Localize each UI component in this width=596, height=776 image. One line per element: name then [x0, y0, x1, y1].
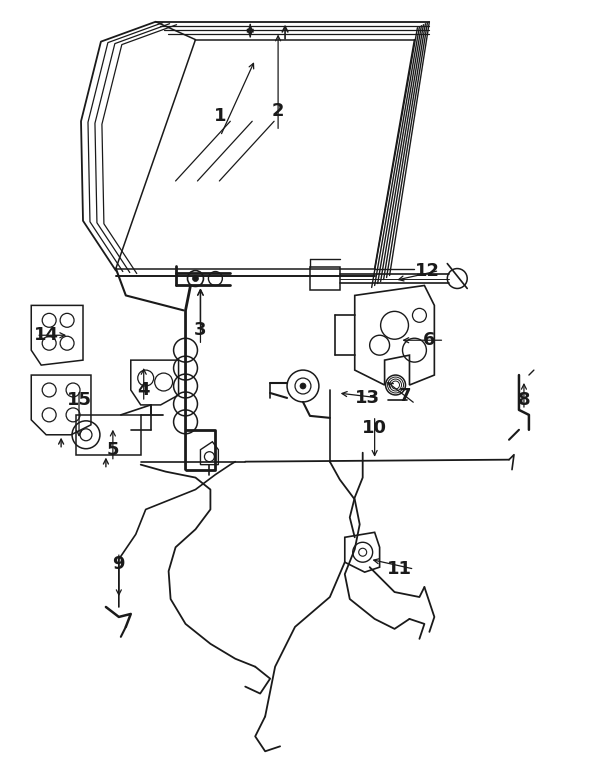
Circle shape — [193, 275, 198, 282]
Text: 15: 15 — [67, 391, 92, 409]
Circle shape — [300, 383, 306, 389]
Text: 11: 11 — [387, 560, 412, 578]
Circle shape — [80, 429, 92, 441]
Text: 5: 5 — [107, 441, 119, 459]
Text: 1: 1 — [214, 107, 226, 125]
Circle shape — [359, 549, 367, 556]
Text: 10: 10 — [362, 419, 387, 437]
Text: 2: 2 — [272, 102, 284, 120]
Text: 3: 3 — [194, 321, 207, 339]
Text: 8: 8 — [518, 391, 530, 409]
Text: 12: 12 — [415, 262, 440, 279]
Text: 14: 14 — [34, 326, 58, 345]
Text: 6: 6 — [423, 331, 436, 349]
Text: 7: 7 — [399, 387, 412, 405]
Text: 4: 4 — [138, 381, 150, 399]
Text: 9: 9 — [113, 555, 125, 573]
Text: 13: 13 — [355, 389, 380, 407]
